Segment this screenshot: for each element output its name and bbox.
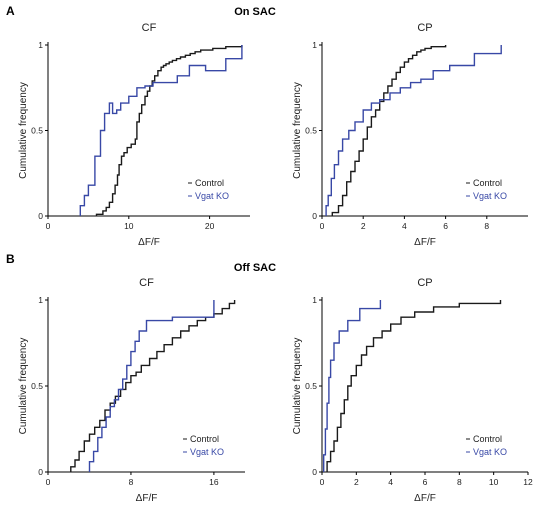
chart-b-cf-x-tick-label: 16 [209, 477, 219, 487]
chart-b-cf-legend-label-vgat-ko: Vgat KO [190, 447, 224, 457]
chart-b-cp-y-tick-label: 0.5 [305, 381, 317, 391]
chart-a-cf-y-tick-label: 0.5 [31, 126, 43, 136]
chart-a-cf-x-label: ΔF/F [138, 237, 160, 248]
chart-a-cf-legend-label-control: Control [195, 178, 224, 188]
chart-b-cp-legend-label-vgat-ko: Vgat KO [473, 447, 507, 457]
chart-a-cf-series-vgat-ko [79, 45, 243, 216]
chart-b-cp-x-tick-label: 10 [489, 477, 499, 487]
chart-b-cp-x-tick-label: 12 [523, 477, 533, 487]
chart-b-cp-y-label: Cumulative frequency [292, 338, 303, 435]
chart-a-cf-y-label: Cumulative frequency [18, 82, 29, 179]
chart-b-cf-y-tick-label: 1 [38, 295, 43, 305]
chart-a-cf-x-tick-label: 10 [124, 221, 134, 231]
chart-b-cp-title: CP [417, 277, 432, 289]
chart-b-cp-x-tick-label: 6 [423, 477, 428, 487]
chart-a-cf-y-tick-label: 0 [38, 211, 43, 221]
chart-a-cp-x-tick-label: 4 [402, 221, 407, 231]
chart-b-cf-x-label: ΔF/F [136, 493, 158, 504]
chart-b-cf-y-tick-label: 0 [38, 467, 43, 477]
chart-b-cp-x-tick-label: 2 [354, 477, 359, 487]
chart-a-cp-title: CP [417, 22, 432, 34]
chart-a-cp-series-vgat-ko [325, 45, 502, 216]
chart-a-cp-y-tick-label: 0.5 [305, 126, 317, 136]
chart-a-cf-y-tick-label: 1 [38, 40, 43, 50]
chart-a-cp-x-tick-label: 0 [320, 221, 325, 231]
chart-a-cp-legend-label-control: Control [473, 178, 502, 188]
chart-a-cp-y-tick-label: 0 [312, 211, 317, 221]
chart-a-cp: 0 0.5 1 0 2 4 6 8 CP ΔF/F Cumulative frequency Cont… [292, 22, 528, 248]
chart-b-cf-x-tick-label: 8 [129, 477, 134, 487]
chart-a-cp-x-label: ΔF/F [414, 237, 436, 248]
chart-b-cp-legend-label-control: Control [473, 434, 502, 444]
chart-b-cf-x-tick-label: 0 [46, 477, 51, 487]
chart-b-cf-series-vgat-ko [88, 300, 215, 472]
panel-b-heading: Off SAC [234, 262, 276, 274]
chart-b-cf: 0 0.5 1 0 8 16 CF ΔF/F Cumulative frequency Contr… [18, 277, 245, 504]
chart-b-cp-x-label: ΔF/F [414, 493, 436, 504]
chart-a-cp-x-tick-label: 8 [484, 221, 489, 231]
chart-b-cp-x-tick-label: 8 [457, 477, 462, 487]
chart-b-cp-y-tick-label: 0 [312, 467, 317, 477]
chart-a-cf-x-tick-label: 20 [205, 221, 215, 231]
chart-a-cf-legend-label-vgat-ko: Vgat KO [195, 191, 229, 201]
chart-b-cf-title: CF [139, 277, 154, 289]
chart-a-cp-x-tick-label: 6 [443, 221, 448, 231]
chart-b-cp-series-control [326, 300, 502, 472]
chart-a-cp-x-tick-label: 2 [361, 221, 366, 231]
panel-a-heading: On SAC [234, 6, 276, 18]
chart-a-cp-legend-label-vgat-ko: Vgat KO [473, 191, 507, 201]
panel-a-letter: A [6, 4, 15, 18]
chart-b-cp-x-tick-label: 4 [388, 477, 393, 487]
chart-b-cp-series-vgat-ko [323, 300, 382, 472]
chart-a-cp-y-tick-label: 1 [312, 40, 317, 50]
chart-b-cp-x-tick-label: 0 [320, 477, 325, 487]
chart-a-cp-y-label: Cumulative frequency [292, 82, 303, 179]
chart-b-cf-legend-label-control: Control [190, 434, 219, 444]
chart-a-cf-title: CF [142, 22, 157, 34]
chart-a-cp-series-control [331, 45, 447, 216]
panel-b-letter: B [6, 252, 15, 266]
chart-b-cf-y-tick-label: 0.5 [31, 381, 43, 391]
chart-b-cf-series-control [70, 300, 236, 472]
chart-b-cp-y-tick-label: 1 [312, 295, 317, 305]
chart-b-cf-y-label: Cumulative frequency [18, 338, 29, 435]
chart-a-cf-x-tick-label: 0 [46, 221, 51, 231]
